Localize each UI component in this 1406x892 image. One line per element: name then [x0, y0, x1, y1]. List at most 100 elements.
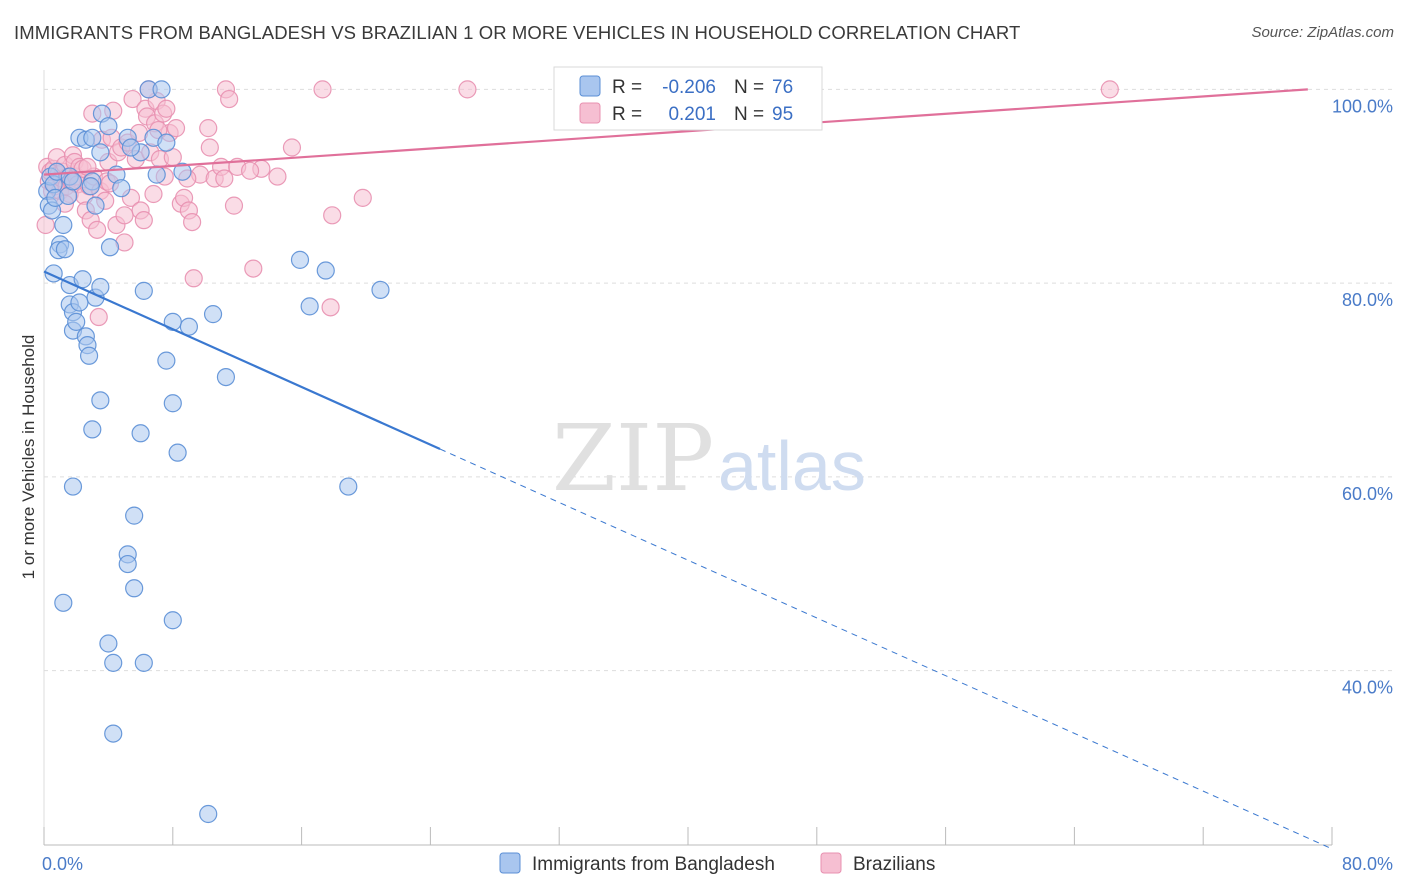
bangladesh-point-62	[54, 593, 73, 612]
brazilians-point-57	[157, 99, 176, 118]
bangladesh-point-64	[99, 634, 118, 653]
stats-legend-n-value-brazilians: 95	[772, 104, 793, 125]
y-tick-label-60: 60.0%	[1342, 484, 1393, 504]
brazilians-point-68	[200, 138, 219, 157]
bangladesh-point-70	[316, 261, 335, 280]
trend-lines	[43, 88, 1333, 850]
bangladesh-point-35	[100, 238, 120, 257]
y-axis-tick-labels: 40.0% 60.0% 80.0% 100.0%	[1332, 96, 1393, 697]
stats-legend: R = -0.206 N = 76 R = 0.201 N = 95	[553, 66, 823, 131]
brazilians-point-65	[184, 269, 203, 288]
stats-legend-swatch-brazilians	[579, 102, 601, 124]
brazilians-point-67	[199, 119, 218, 138]
bangladesh-point-34	[99, 117, 118, 136]
legend-swatch-brazilians	[820, 852, 842, 874]
bangladesh-point-71	[300, 297, 319, 316]
bangladesh-point-60	[118, 554, 137, 574]
stats-legend-n-label-bangladesh: N =	[734, 77, 764, 98]
bangladesh-point-58	[125, 506, 144, 525]
y-tick-label-100: 100.0%	[1332, 96, 1393, 116]
bangladesh-point-48	[179, 317, 198, 336]
brazilians-point-73	[220, 89, 239, 109]
bangladesh-point-56	[168, 443, 187, 462]
bangladesh-point-55	[163, 394, 182, 413]
bangladesh-point-63	[163, 611, 182, 630]
bangladesh-point-66	[134, 653, 153, 672]
bangladesh-point-65	[104, 653, 123, 672]
bangladesh-point-31	[91, 143, 110, 162]
bangladesh-point-73	[339, 477, 358, 496]
series-legend: Immigrants from Bangladesh Brazilians	[499, 852, 935, 875]
bangladesh-point-44	[152, 80, 171, 99]
y-tick-label-40: 40.0%	[1342, 678, 1393, 698]
brazilians-point-82	[321, 298, 340, 317]
x-tick-label-max: 80.0%	[1342, 854, 1393, 874]
bangladesh-point-47	[173, 162, 192, 181]
stats-legend-r-label-bangladesh: R =	[612, 77, 642, 98]
stats-legend-r-value-bangladesh: -0.206	[662, 77, 716, 98]
brazilians-point-89	[115, 206, 134, 225]
watermark-zip: ZIP	[552, 405, 714, 512]
legend-swatch-bangladesh	[499, 852, 521, 874]
brazilians-point-84	[458, 80, 477, 99]
brazilians-point-64	[183, 212, 202, 232]
bangladesh-point-61	[125, 579, 144, 598]
bangladesh-point-52	[91, 391, 110, 410]
bangladesh-point-9	[54, 215, 73, 235]
bangladesh-point-68	[199, 804, 218, 824]
bangladesh-point-29	[83, 128, 102, 147]
brazilians-point-85	[1100, 80, 1119, 99]
bangladesh-point-53	[216, 367, 236, 387]
stats-legend-swatch-bangladesh	[579, 75, 601, 97]
trend-line-bangladesh-solid	[43, 270, 441, 451]
bangladesh-point-10	[55, 240, 75, 259]
bangladesh-point-75	[121, 138, 141, 157]
brazilians-point-74	[224, 196, 244, 215]
brazilians-point-51	[144, 184, 163, 204]
stats-legend-r-value-brazilians: 0.201	[668, 104, 716, 125]
chart-source: Source: ZipAtlas.com	[1251, 24, 1394, 41]
series-bangladesh-points	[38, 80, 390, 824]
bangladesh-point-46	[163, 312, 182, 331]
x-axis-ticks	[43, 827, 1333, 845]
bangladesh-point-20	[70, 293, 89, 312]
brazilians-point-71	[215, 169, 234, 188]
chart-title: IMMIGRANTS FROM BANGLADESH VS BRAZILIAN …	[14, 22, 1021, 43]
bangladesh-point-19	[67, 312, 86, 331]
bangladesh-point-13	[63, 172, 83, 191]
stats-legend-r-label-brazilians: R =	[612, 104, 642, 125]
bangladesh-point-49	[203, 305, 223, 324]
trend-line-brazilians	[43, 88, 1308, 176]
y-axis-label: 1 or more Vehicles in Household	[19, 335, 38, 580]
brazilians-point-94	[240, 161, 260, 180]
trend-line-bangladesh-dashed	[439, 448, 1333, 850]
y-tick-label-80: 80.0%	[1342, 290, 1393, 310]
brazilians-point-60	[166, 119, 186, 138]
bangladesh-point-51	[83, 420, 102, 439]
brazilians-point-29	[88, 220, 107, 239]
bangladesh-point-54	[131, 424, 150, 443]
brazilians-point-81	[323, 206, 342, 225]
bangladesh-point-57	[63, 477, 83, 496]
bangladesh-point-74	[81, 177, 100, 196]
x-tick-label-min: 0.0%	[42, 854, 83, 874]
bangladesh-point-26	[91, 277, 110, 297]
stats-legend-n-value-bangladesh: 76	[772, 77, 793, 98]
brazilians-point-78	[268, 167, 287, 186]
gridlines	[44, 88, 1392, 672]
bangladesh-point-43	[147, 165, 166, 184]
brazilians-point-43	[123, 89, 142, 109]
brazilians-point-79	[282, 138, 302, 157]
bangladesh-point-30	[86, 196, 105, 215]
brazilians-point-88	[89, 307, 108, 327]
brazilians-point-80	[313, 80, 332, 99]
stats-legend-n-label-brazilians: N =	[734, 104, 764, 125]
legend-label-brazilians: Brazilians	[853, 854, 935, 875]
bangladesh-point-24	[79, 346, 99, 365]
bangladesh-point-40	[134, 281, 153, 300]
brazilians-point-76	[244, 259, 263, 278]
bangladesh-point-67	[104, 724, 123, 743]
legend-label-bangladesh: Immigrants from Bangladesh	[532, 854, 775, 875]
bangladesh-point-69	[290, 250, 310, 269]
